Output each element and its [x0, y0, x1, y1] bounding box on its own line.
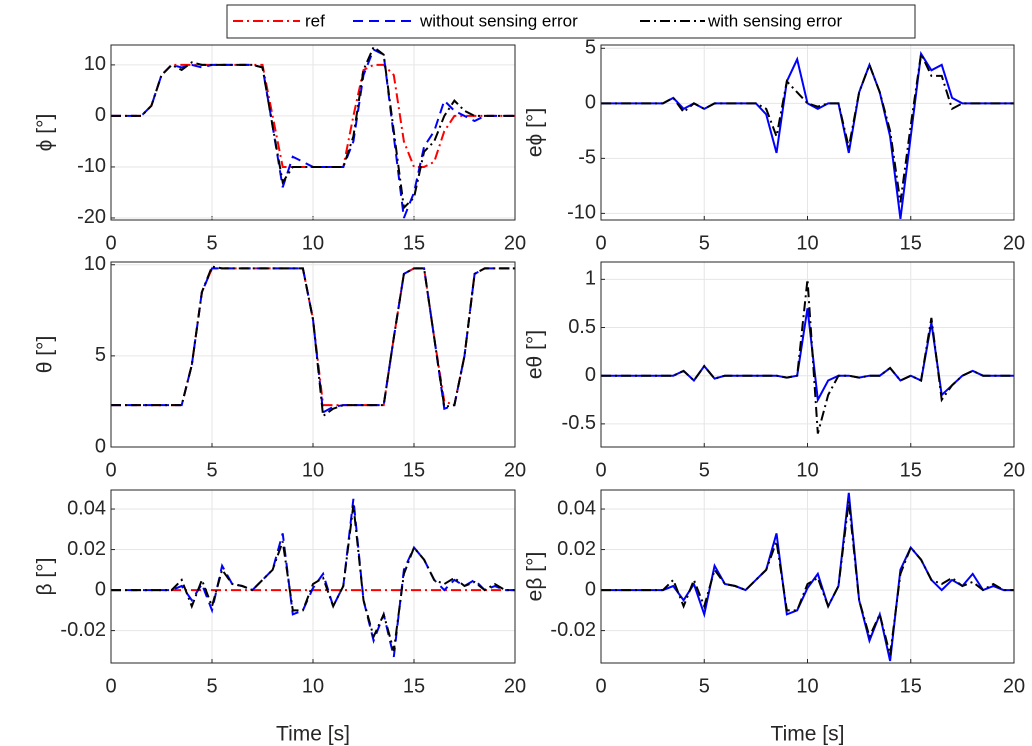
x-tick-label: 10: [302, 459, 324, 481]
x-tick-label: 10: [302, 232, 324, 254]
series-line: [111, 45, 515, 210]
x-axis-label: Time [s]: [276, 723, 350, 746]
y-tick-label: 10: [84, 53, 106, 75]
x-tick-label: 15: [900, 232, 922, 254]
y-tick-label: -0.5: [562, 412, 596, 434]
x-tick-label: 10: [796, 675, 818, 697]
series-line: [111, 498, 515, 658]
x-tick-label: 5: [699, 459, 710, 481]
x-tick-label: 0: [105, 232, 116, 254]
series-line: [111, 265, 515, 418]
y-tick-label: 0.02: [67, 538, 106, 560]
y-tick-label: 0.04: [67, 497, 106, 519]
y-tick-label: -10: [77, 155, 106, 177]
x-axis-label: Time [s]: [771, 723, 845, 746]
y-tick-label: 1: [585, 268, 596, 290]
x-tick-label: 0: [595, 232, 606, 254]
x-tick-label: 0: [595, 675, 606, 697]
series-line: [601, 492, 1014, 662]
axes-frame: [600, 44, 1015, 221]
x-tick-label: 5: [206, 232, 217, 254]
y-tick-label: 0: [585, 364, 596, 386]
y-tick-label: 0.5: [568, 316, 596, 338]
x-tick-label: 20: [504, 675, 526, 697]
y-tick-label: 0: [95, 435, 106, 457]
x-tick-label: 15: [403, 232, 425, 254]
axes-frame: [110, 489, 516, 664]
x-tick-label: 20: [1003, 459, 1025, 481]
y-tick-label: 0: [585, 92, 596, 114]
legend-label: without sensing error: [419, 11, 578, 30]
x-tick-label: 20: [504, 232, 526, 254]
x-tick-label: 5: [206, 459, 217, 481]
y-tick-label: -0.02: [550, 619, 596, 641]
x-tick-label: 15: [900, 675, 922, 697]
x-tick-label: 10: [302, 675, 324, 697]
y-tick-label: -0.02: [60, 619, 106, 641]
y-tick-label: 5: [95, 344, 106, 366]
y-tick-label: 10: [84, 253, 106, 275]
x-tick-label: 0: [105, 459, 116, 481]
x-tick-label: 15: [403, 675, 425, 697]
y-axis-label: eϕ [°]: [524, 108, 547, 157]
x-tick-label: 20: [504, 459, 526, 481]
axes-frame: [600, 489, 1015, 664]
x-tick-label: 20: [1003, 232, 1025, 254]
axes-frame: [110, 261, 516, 448]
legend-label: ref: [305, 11, 325, 30]
y-tick-label: -20: [77, 206, 106, 228]
x-tick-label: 0: [595, 459, 606, 481]
x-tick-label: 15: [900, 459, 922, 481]
y-axis-label: eβ [°]: [524, 552, 547, 602]
y-tick-label: 0: [95, 104, 106, 126]
y-tick-label: 0.02: [557, 538, 596, 560]
y-tick-label: 0: [585, 578, 596, 600]
x-tick-label: 10: [796, 459, 818, 481]
legend-label: with sensing error: [707, 11, 843, 30]
series-line: [601, 279, 1014, 434]
y-tick-label: -10: [567, 202, 596, 224]
x-tick-label: 5: [206, 675, 217, 697]
series-line: [601, 500, 1014, 656]
x-tick-label: 15: [403, 459, 425, 481]
axes-frame: [600, 261, 1015, 448]
axes-frame: [110, 44, 516, 221]
y-axis-label: ϕ [°]: [34, 114, 57, 152]
series-line: [601, 50, 1014, 203]
x-tick-label: 0: [105, 675, 116, 697]
legend-box: [226, 4, 916, 39]
x-tick-label: 10: [796, 232, 818, 254]
series-line: [111, 63, 515, 168]
y-tick-label: 5: [585, 37, 596, 59]
y-axis-label: β [°]: [34, 558, 57, 596]
series-line: [111, 504, 515, 652]
y-tick-label: -5: [578, 147, 596, 169]
y-tick-label: 0: [95, 578, 106, 600]
y-tick-label: 0.04: [557, 497, 596, 519]
x-tick-label: 5: [699, 675, 710, 697]
x-tick-label: 20: [1003, 675, 1025, 697]
y-axis-label: eθ [°]: [524, 330, 547, 379]
x-tick-label: 5: [699, 232, 710, 254]
y-axis-label: θ [°]: [34, 336, 57, 374]
